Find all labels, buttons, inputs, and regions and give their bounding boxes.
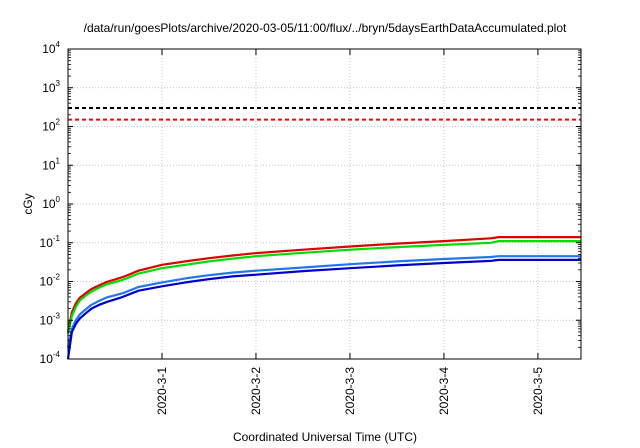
y-axis-label: cGy [21, 193, 35, 214]
y-tick-label: 10-4 [40, 350, 61, 366]
y-tick-label: 10-3 [40, 311, 61, 327]
grid [68, 49, 581, 359]
y-tick-label: 102 [42, 118, 60, 134]
series-line [66, 258, 581, 360]
x-axis-ticks: 2020-3-1 2020-3-2 2020-3-3 2020-3-4 2020-3-5 [155, 49, 545, 415]
series-line [66, 255, 581, 348]
y-tick-label: 103 [42, 79, 60, 95]
reference-lines [68, 107, 581, 121]
x-tick-label: 2020-3-1 [155, 367, 169, 415]
y-tick-label: 10-2 [40, 273, 61, 289]
x-tick-label: 2020-3-2 [249, 367, 263, 415]
series-line [66, 240, 581, 334]
series-group [66, 236, 581, 360]
y-axis-ticks: 10-4 10-3 10-2 10-1 100 101 102 103 104 [40, 40, 581, 366]
x-tick-label: 2020-3-3 [343, 367, 357, 415]
y-tick-label: 10-1 [40, 234, 61, 250]
x-tick-label: 2020-3-4 [437, 367, 451, 415]
y-tick-label: 101 [42, 156, 60, 172]
y-tick-label: 104 [42, 40, 60, 56]
x-tick-label: 2020-3-5 [531, 367, 545, 415]
series-line [66, 236, 581, 333]
chart-title: /data/run/goesPlots/archive/2020-03-05/1… [84, 21, 567, 35]
y-tick-label: 100 [42, 195, 60, 211]
x-axis-label: Coordinated Universal Time (UTC) [233, 430, 417, 444]
